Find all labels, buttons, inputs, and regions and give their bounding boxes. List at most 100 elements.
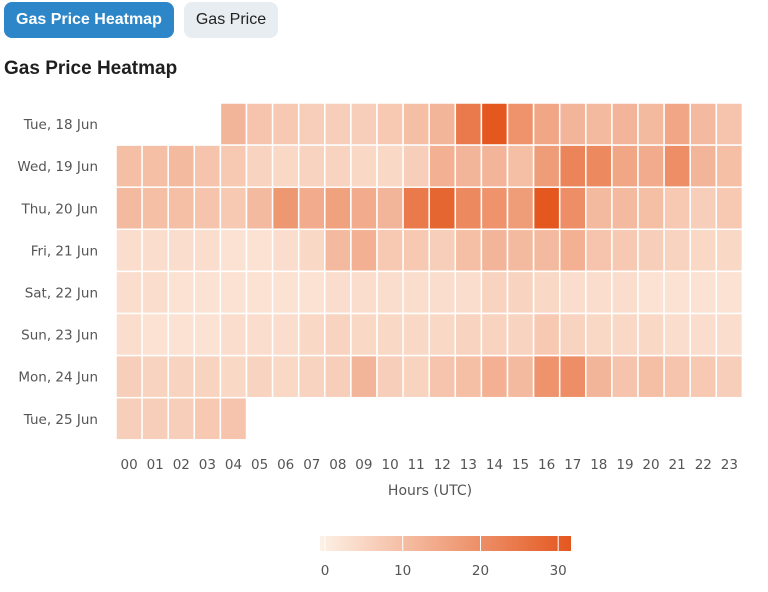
heatmap-cell[interactable] bbox=[506, 186, 535, 231]
heatmap-cell[interactable] bbox=[193, 144, 222, 188]
heatmap-cell[interactable] bbox=[141, 354, 169, 399]
heatmap-cell[interactable] bbox=[532, 102, 561, 146]
heatmap-cell[interactable] bbox=[193, 354, 222, 399]
heatmap-cell[interactable] bbox=[115, 312, 143, 357]
heatmap-cell[interactable] bbox=[219, 186, 248, 231]
heatmap-cell[interactable] bbox=[480, 102, 509, 146]
heatmap-cell[interactable] bbox=[715, 354, 744, 399]
heatmap-cell[interactable] bbox=[428, 144, 457, 188]
heatmap-cell[interactable] bbox=[506, 228, 535, 273]
heatmap-cell[interactable] bbox=[637, 186, 665, 231]
heatmap-cell[interactable] bbox=[611, 354, 639, 399]
heatmap-cell[interactable] bbox=[454, 186, 483, 231]
heatmap-cell[interactable] bbox=[271, 270, 300, 315]
heatmap-cell[interactable] bbox=[506, 144, 535, 188]
heatmap-cell[interactable] bbox=[297, 270, 326, 315]
heatmap-cell[interactable] bbox=[506, 102, 535, 146]
heatmap-cell[interactable] bbox=[245, 144, 274, 188]
heatmap-cell[interactable] bbox=[245, 312, 274, 357]
heatmap-cell[interactable] bbox=[271, 186, 300, 231]
heatmap-cell[interactable] bbox=[141, 396, 169, 441]
heatmap-cell[interactable] bbox=[480, 228, 509, 273]
heatmap-cell[interactable] bbox=[376, 102, 404, 146]
heatmap-cell[interactable] bbox=[454, 102, 483, 146]
tab-gas-price[interactable]: Gas Price bbox=[183, 2, 279, 38]
heatmap-cell[interactable] bbox=[297, 312, 326, 357]
heatmap-cell[interactable] bbox=[532, 354, 561, 399]
heatmap-cell[interactable] bbox=[115, 270, 143, 315]
heatmap-cell[interactable] bbox=[115, 354, 143, 399]
heatmap-cell[interactable] bbox=[141, 228, 169, 273]
heatmap-cell[interactable] bbox=[350, 270, 378, 315]
heatmap-cell[interactable] bbox=[611, 186, 639, 231]
heatmap-cell[interactable] bbox=[663, 186, 691, 231]
heatmap-cell[interactable] bbox=[376, 312, 404, 357]
heatmap-cell[interactable] bbox=[141, 312, 169, 357]
heatmap-cell[interactable] bbox=[141, 270, 169, 315]
heatmap-cell[interactable] bbox=[454, 270, 483, 315]
heatmap-cell[interactable] bbox=[585, 354, 613, 399]
heatmap-cell[interactable] bbox=[271, 102, 300, 146]
heatmap-cell[interactable] bbox=[585, 144, 613, 188]
heatmap-cell[interactable] bbox=[585, 228, 613, 273]
heatmap-cell[interactable] bbox=[558, 186, 587, 231]
heatmap-cell[interactable] bbox=[193, 312, 222, 357]
heatmap-cell[interactable] bbox=[637, 228, 665, 273]
heatmap-cell[interactable] bbox=[350, 228, 378, 273]
heatmap-cell[interactable] bbox=[611, 144, 639, 188]
heatmap-cell[interactable] bbox=[637, 270, 665, 315]
heatmap-cell[interactable] bbox=[324, 228, 352, 273]
heatmap-cell[interactable] bbox=[532, 144, 561, 188]
heatmap-cell[interactable] bbox=[193, 228, 222, 273]
heatmap-cell[interactable] bbox=[558, 228, 587, 273]
heatmap-cell[interactable] bbox=[611, 228, 639, 273]
heatmap-cell[interactable] bbox=[167, 396, 196, 441]
heatmap-cell[interactable] bbox=[376, 270, 404, 315]
heatmap-cell[interactable] bbox=[219, 312, 248, 357]
heatmap-cell[interactable] bbox=[715, 102, 744, 146]
heatmap-cell[interactable] bbox=[532, 186, 561, 231]
heatmap-cell[interactable] bbox=[611, 312, 639, 357]
heatmap-cell[interactable] bbox=[454, 144, 483, 188]
heatmap-cell[interactable] bbox=[506, 270, 535, 315]
heatmap-cell[interactable] bbox=[297, 144, 326, 188]
heatmap-cell[interactable] bbox=[219, 144, 248, 188]
heatmap-cell[interactable] bbox=[480, 144, 509, 188]
heatmap-cell[interactable] bbox=[689, 312, 718, 357]
heatmap-cell[interactable] bbox=[245, 354, 274, 399]
heatmap-cell[interactable] bbox=[715, 270, 744, 315]
heatmap-cell[interactable] bbox=[167, 144, 196, 188]
heatmap-cell[interactable] bbox=[115, 144, 143, 188]
heatmap-cell[interactable] bbox=[376, 354, 404, 399]
heatmap-cell[interactable] bbox=[115, 228, 143, 273]
heatmap-cell[interactable] bbox=[585, 102, 613, 146]
heatmap-cell[interactable] bbox=[324, 312, 352, 357]
heatmap-cell[interactable] bbox=[350, 102, 378, 146]
heatmap-cell[interactable] bbox=[506, 354, 535, 399]
heatmap-cell[interactable] bbox=[689, 228, 718, 273]
heatmap-cell[interactable] bbox=[350, 312, 378, 357]
heatmap-cell[interactable] bbox=[350, 144, 378, 188]
heatmap-cell[interactable] bbox=[689, 354, 718, 399]
heatmap-cell[interactable] bbox=[193, 186, 222, 231]
heatmap-cell[interactable] bbox=[402, 186, 430, 231]
heatmap-cell[interactable] bbox=[167, 354, 196, 399]
heatmap-cell[interactable] bbox=[454, 354, 483, 399]
heatmap-cell[interactable] bbox=[193, 396, 222, 441]
heatmap-cell[interactable] bbox=[532, 270, 561, 315]
heatmap-cell[interactable] bbox=[324, 102, 352, 146]
heatmap-cell[interactable] bbox=[611, 270, 639, 315]
heatmap-cell[interactable] bbox=[402, 312, 430, 357]
heatmap-cell[interactable] bbox=[167, 228, 196, 273]
heatmap-cell[interactable] bbox=[689, 186, 718, 231]
heatmap-cell[interactable] bbox=[297, 186, 326, 231]
heatmap-cell[interactable] bbox=[558, 102, 587, 146]
heatmap-cell[interactable] bbox=[402, 354, 430, 399]
heatmap-cell[interactable] bbox=[167, 186, 196, 231]
heatmap-cell[interactable] bbox=[167, 312, 196, 357]
heatmap-cell[interactable] bbox=[193, 270, 222, 315]
heatmap-cell[interactable] bbox=[271, 144, 300, 188]
heatmap-cell[interactable] bbox=[402, 144, 430, 188]
heatmap-cell[interactable] bbox=[454, 228, 483, 273]
heatmap-cell[interactable] bbox=[637, 354, 665, 399]
